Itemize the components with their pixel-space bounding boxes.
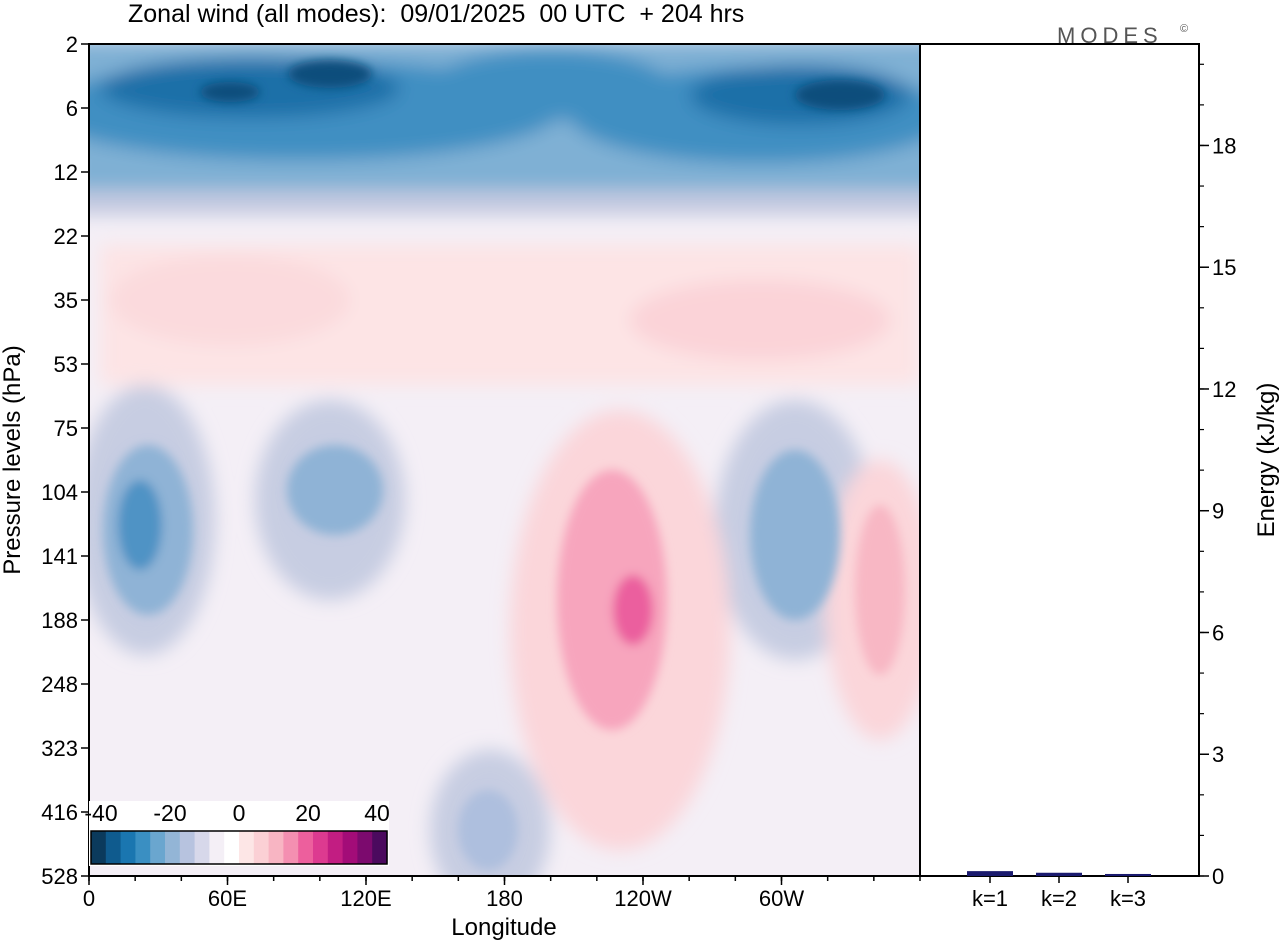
colorbar-tick-label: -40	[84, 800, 117, 826]
zonal-wind-heatmap	[88, 43, 921, 877]
y-tick-label: 75	[54, 416, 78, 441]
colorbar-swatch	[224, 831, 240, 864]
y-tick-label: 35	[54, 288, 78, 313]
colorbar-swatch	[342, 831, 358, 864]
easterly-cell	[750, 450, 840, 620]
colorbar-swatch	[327, 831, 344, 864]
y-tick-label: 22	[54, 224, 78, 249]
westerly-band-inner	[630, 280, 890, 360]
x-tick-label: 180	[486, 886, 523, 911]
colorbar-swatch	[105, 831, 122, 864]
x-tick-label: 120E	[340, 886, 391, 911]
energy-tick-label: 18	[1212, 133, 1236, 158]
colorbar-tick-label: 40	[364, 800, 390, 826]
easterly-core	[200, 82, 260, 102]
colorbar: -40 -20 0 20 40	[84, 800, 390, 866]
energy-tick-label: 3	[1212, 742, 1224, 767]
colorbar-swatch	[120, 831, 136, 864]
easterly-cell-core	[118, 480, 162, 570]
energy-frame	[919, 43, 1200, 877]
y-tick-label: 53	[54, 352, 78, 377]
x-tick-label: 120W	[614, 886, 672, 911]
y-tick-label: 141	[41, 544, 78, 569]
energy-bar	[1036, 872, 1082, 876]
heatmap-x-axis: 0 60E 120E 180 120W 60W	[83, 876, 921, 911]
easterly-cell	[458, 790, 518, 870]
energy-bar-panel: 0 3 6 9 12 15 18 k=1 k=2 k=3	[919, 43, 1236, 911]
y-tick-label: 104	[41, 480, 78, 505]
colorbar-swatch	[298, 831, 314, 864]
colorbar-swatch	[150, 831, 166, 864]
colorbar-swatch	[209, 831, 225, 864]
y-tick-label: 2	[66, 32, 78, 57]
energy-tick-label: 0	[1212, 864, 1224, 889]
colorbar-swatch	[91, 831, 107, 864]
y-tick-label: 248	[41, 672, 78, 697]
x-tick-label: 0	[83, 886, 95, 911]
x-tick-label: 60W	[759, 886, 804, 911]
colorbar-tick-label: 0	[233, 800, 246, 826]
colorbar-swatch	[239, 831, 255, 864]
colorbar-swatch	[372, 831, 388, 864]
westerly-jet-core	[613, 575, 653, 645]
easterly-core	[795, 80, 885, 110]
energy-category-label: k=1	[972, 886, 1008, 911]
y-axis-label: Pressure levels (hPa)	[0, 345, 26, 574]
colorbar-swatch	[135, 831, 151, 864]
y-tick-label: 528	[41, 864, 78, 889]
colorbar-swatch	[194, 831, 210, 864]
brand-logo-mark: ©	[1180, 23, 1188, 35]
y-tick-label: 188	[41, 608, 78, 633]
chart-title: Zonal wind (all modes): 09/01/2025 00 UT…	[128, 0, 744, 28]
easterly-cell	[287, 445, 383, 535]
westerly-band-inner	[110, 255, 350, 345]
x-tick-label: 60E	[208, 886, 247, 911]
energy-tick-label: 6	[1212, 620, 1224, 645]
colorbar-tick-label: -20	[153, 800, 186, 826]
colorbar-tick-label: 20	[295, 800, 321, 826]
colorbar-swatch	[253, 831, 270, 864]
energy-axis-label: Energy (kJ/kg)	[1253, 383, 1280, 538]
colorbar-swatch	[165, 831, 181, 864]
energy-tick-label: 12	[1212, 377, 1236, 402]
colorbar-swatch	[268, 831, 284, 864]
westerly-cell	[855, 505, 905, 675]
colorbar-swatch	[313, 831, 329, 864]
heatmap-y-axis: 2 6 12 22 35 53 75 104 141 188 248 323 416 528	[41, 32, 89, 889]
y-tick-label: 323	[41, 736, 78, 761]
easterly-band-mid	[430, 50, 670, 120]
x-axis-label: Longitude	[451, 914, 556, 941]
energy-tick-label: 15	[1212, 255, 1236, 280]
colorbar-swatch	[357, 831, 373, 864]
y-tick-label: 12	[54, 160, 78, 185]
colorbar-swatch	[283, 831, 299, 864]
westerly-jet	[557, 470, 667, 730]
easterly-core	[288, 60, 372, 88]
energy-category-label: k=3	[1110, 886, 1146, 911]
colorbar-frame	[90, 830, 388, 865]
energy-category-label: k=2	[1041, 886, 1077, 911]
energy-bar	[967, 871, 1013, 876]
y-tick-label: 6	[66, 96, 78, 121]
colorbar-swatch	[179, 831, 196, 864]
energy-tick-label: 9	[1212, 499, 1224, 524]
y-tick-label: 416	[41, 800, 78, 825]
energy-bar	[1105, 873, 1151, 876]
